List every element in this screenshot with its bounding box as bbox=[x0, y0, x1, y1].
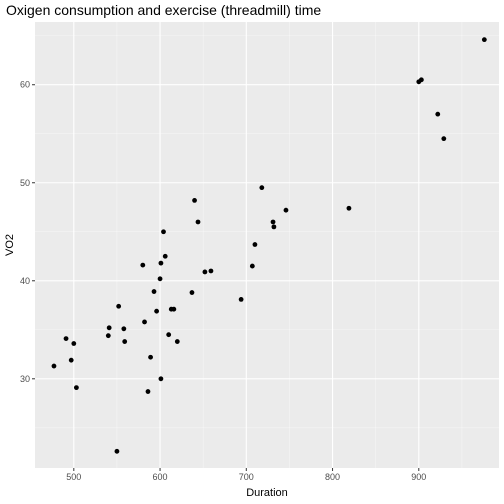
data-point bbox=[140, 262, 146, 268]
x-tick-label: 500 bbox=[66, 472, 81, 482]
data-point bbox=[418, 77, 424, 83]
data-point bbox=[271, 224, 277, 230]
data-point bbox=[68, 357, 74, 363]
data-point bbox=[481, 37, 487, 43]
data-point bbox=[171, 306, 177, 312]
minor-gridlines bbox=[35, 22, 499, 468]
data-point bbox=[174, 339, 180, 344]
data-points bbox=[51, 37, 487, 454]
y-axis-ticks: 30 40 50 60 bbox=[20, 80, 35, 384]
data-point bbox=[252, 242, 258, 247]
data-point bbox=[157, 276, 163, 282]
data-point bbox=[192, 198, 197, 203]
data-point bbox=[195, 219, 201, 225]
data-point bbox=[249, 263, 255, 269]
data-point bbox=[105, 333, 111, 339]
chart-title: Oxigen consumption and exercise (threadm… bbox=[6, 2, 322, 18]
x-axis-title: Duration bbox=[246, 487, 288, 499]
x-tick-label: 600 bbox=[153, 472, 168, 482]
y-tick-label: 30 bbox=[20, 374, 30, 384]
data-point bbox=[145, 389, 151, 394]
data-point bbox=[158, 260, 164, 266]
x-axis-ticks: 500 600 700 800 900 bbox=[66, 468, 426, 482]
x-tick-label: 900 bbox=[411, 472, 426, 482]
data-point bbox=[283, 207, 289, 213]
data-point bbox=[154, 308, 160, 314]
y-axis-title: VO2 bbox=[4, 234, 16, 256]
data-point bbox=[208, 268, 214, 274]
data-point bbox=[162, 253, 168, 259]
data-point bbox=[148, 354, 153, 360]
data-point bbox=[158, 376, 164, 382]
y-tick-label: 50 bbox=[20, 178, 30, 188]
data-point bbox=[202, 269, 208, 275]
data-point bbox=[238, 297, 244, 302]
data-point bbox=[122, 339, 128, 344]
data-point bbox=[142, 319, 147, 325]
data-point bbox=[63, 336, 69, 342]
data-point bbox=[441, 136, 447, 142]
plot-panel bbox=[35, 22, 499, 468]
data-point bbox=[346, 205, 352, 211]
data-point bbox=[121, 326, 127, 332]
data-point bbox=[161, 229, 166, 235]
data-point bbox=[151, 289, 157, 294]
y-tick-label: 40 bbox=[20, 276, 30, 286]
data-point bbox=[73, 385, 79, 391]
data-point bbox=[435, 111, 441, 117]
data-point bbox=[259, 185, 265, 191]
x-tick-label: 800 bbox=[325, 472, 340, 482]
data-point bbox=[106, 325, 112, 331]
data-point bbox=[116, 303, 122, 309]
data-point bbox=[166, 332, 172, 338]
data-point bbox=[114, 448, 120, 454]
y-tick-label: 60 bbox=[20, 80, 30, 90]
data-point bbox=[189, 290, 195, 295]
major-gridlines bbox=[35, 22, 499, 468]
data-point bbox=[51, 363, 57, 369]
data-point bbox=[270, 219, 276, 225]
data-point bbox=[71, 341, 77, 346]
x-tick-label: 700 bbox=[239, 472, 254, 482]
